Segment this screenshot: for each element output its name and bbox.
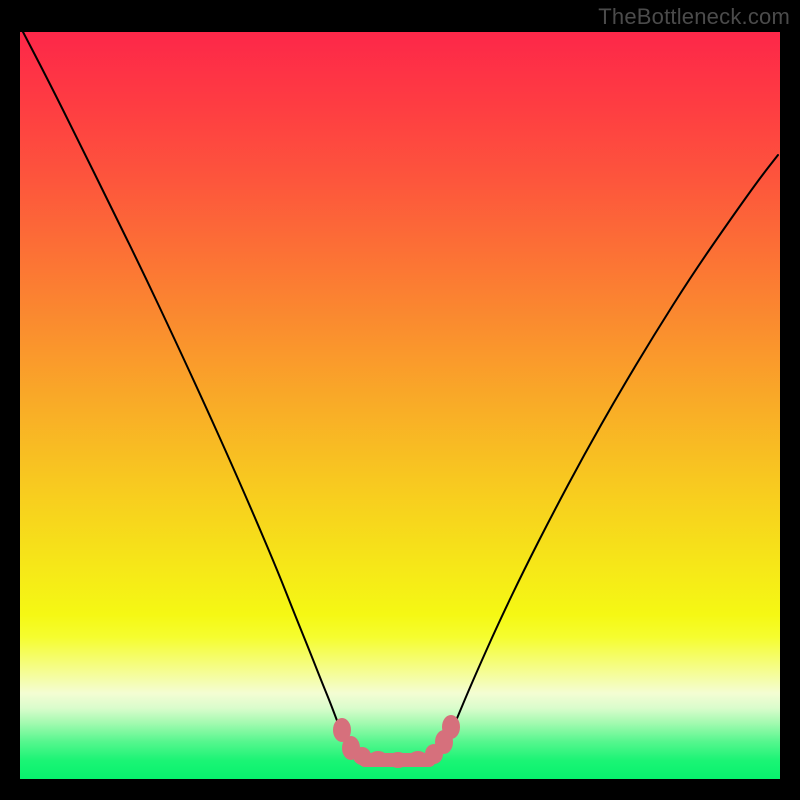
watermark-text: TheBottleneck.com [598, 4, 790, 30]
plot-area [20, 32, 780, 779]
plot-svg [20, 32, 780, 779]
curve-marker [408, 751, 428, 767]
curve-marker [353, 747, 371, 765]
curve-marker [388, 752, 408, 768]
curve-marker [442, 715, 460, 739]
gradient-background [20, 32, 780, 779]
curve-marker [368, 751, 388, 767]
